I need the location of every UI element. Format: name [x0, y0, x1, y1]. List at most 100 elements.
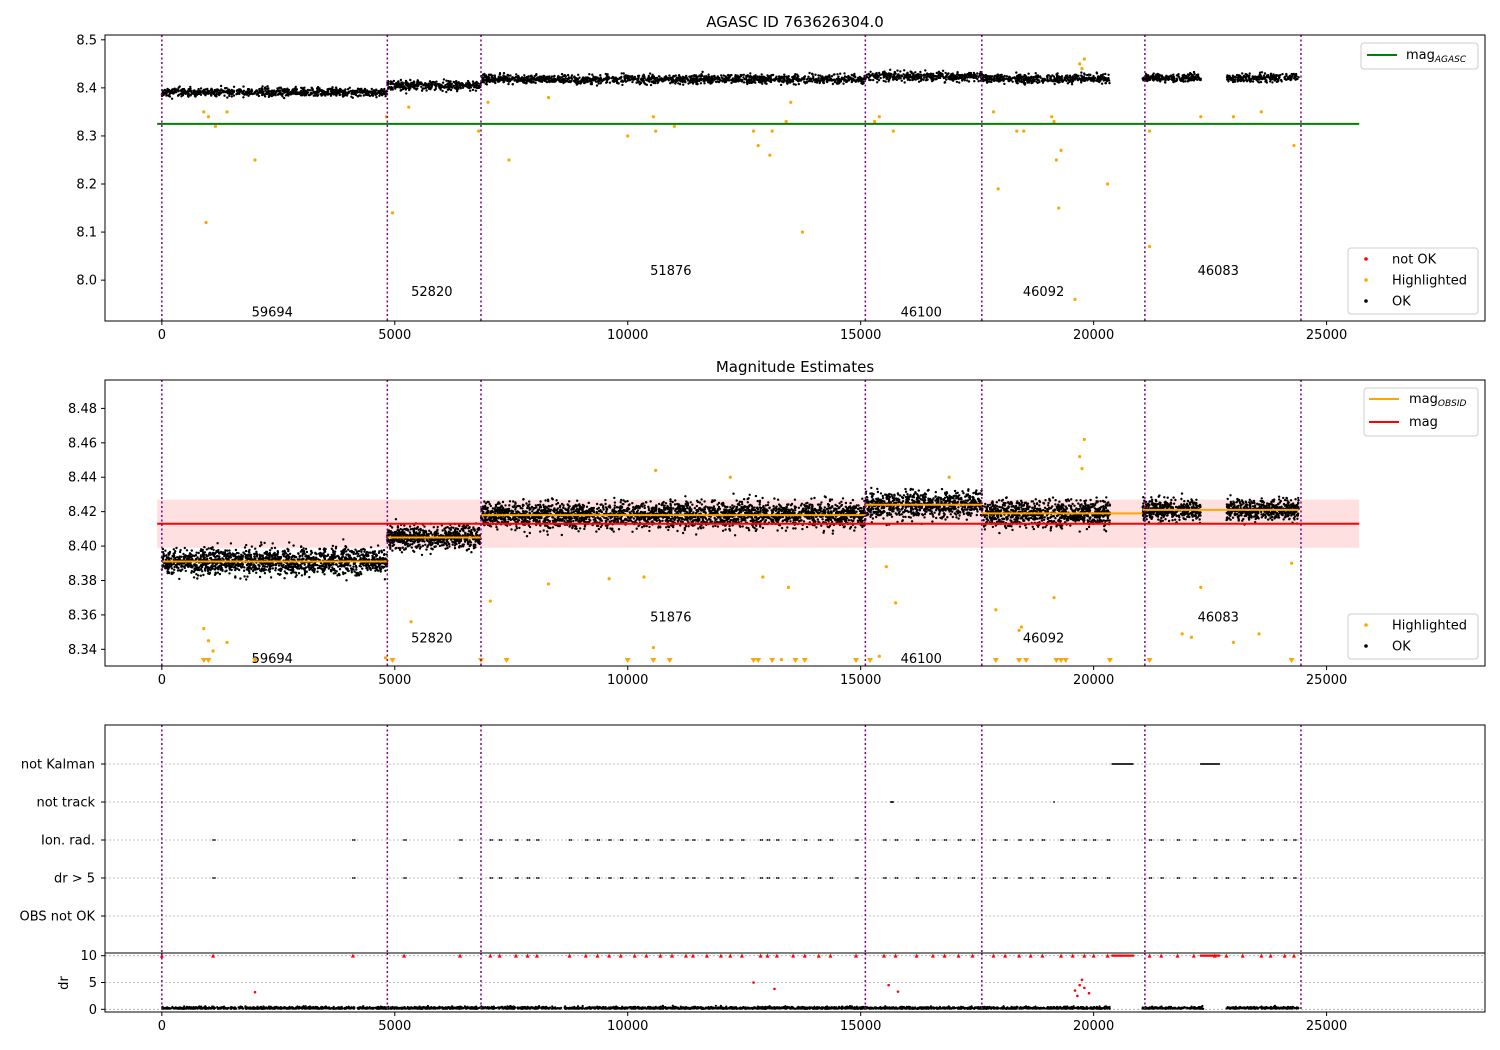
ok-point	[523, 74, 526, 77]
ok-point	[274, 567, 277, 570]
ok-point	[631, 80, 634, 84]
ok-point	[384, 95, 387, 98]
obsid-label: 51876	[650, 264, 691, 279]
ok-point	[322, 90, 325, 94]
ok-point	[1073, 73, 1076, 77]
ok-point	[189, 87, 192, 91]
ok-point	[1274, 74, 1278, 77]
ok-point	[1103, 78, 1106, 81]
ok-point	[246, 575, 249, 578]
ok-point	[552, 79, 555, 82]
ok-point	[678, 83, 682, 86]
ok-point	[902, 73, 905, 76]
ok-point	[1021, 80, 1024, 83]
ok-point	[646, 77, 650, 80]
ok-point	[635, 81, 638, 84]
ok-point	[170, 91, 173, 95]
highlighted-point	[891, 129, 895, 133]
ok-point	[178, 85, 181, 88]
highlighted-point	[507, 158, 511, 162]
ok-point	[1099, 74, 1103, 77]
ok-point	[182, 87, 186, 91]
ok-point	[340, 550, 343, 553]
ok-point	[700, 74, 704, 77]
ok-point	[1070, 83, 1074, 86]
ok-point	[302, 547, 305, 550]
ok-point	[174, 550, 177, 553]
ok-point	[465, 82, 468, 85]
ok-point	[464, 84, 467, 88]
ok-point	[924, 69, 927, 72]
ok-point	[266, 565, 269, 568]
ok-point	[498, 73, 502, 76]
highlighted-point	[651, 115, 655, 119]
obsid-label: 52820	[411, 285, 452, 300]
ok-point	[963, 79, 966, 82]
ok-point	[832, 78, 835, 82]
highlighted-point	[1147, 129, 1152, 133]
ok-point	[721, 80, 724, 83]
ok-point	[564, 77, 567, 80]
ok-point	[1271, 78, 1274, 81]
ok-point	[269, 576, 273, 579]
ok-point	[1259, 80, 1263, 84]
ok-point	[1269, 72, 1273, 76]
ok-point	[1172, 73, 1175, 76]
ok-point	[1146, 74, 1149, 77]
ok-point	[1083, 72, 1086, 75]
ok-point	[809, 78, 813, 81]
ok-point	[835, 82, 839, 85]
ok-point	[605, 81, 608, 84]
ok-point	[1156, 72, 1160, 76]
ok-point	[1069, 78, 1072, 81]
ok-point	[1146, 78, 1149, 81]
p1-xtick-label: 15000	[840, 328, 881, 343]
ok-point	[479, 82, 482, 85]
highlighted-point	[784, 119, 788, 124]
ok-point	[762, 79, 765, 83]
ok-point	[853, 75, 856, 78]
ok-point	[276, 552, 279, 556]
ok-point	[1229, 76, 1232, 80]
ok-point	[304, 89, 308, 93]
ok-point	[560, 78, 563, 82]
ok-point	[346, 88, 350, 91]
ok-point	[184, 564, 187, 567]
ok-point	[167, 556, 170, 559]
ok-point	[218, 572, 222, 576]
ok-point	[468, 84, 471, 87]
ok-point	[582, 76, 585, 79]
ok-point	[383, 87, 386, 91]
ok-point	[917, 80, 921, 83]
ok-point	[431, 80, 435, 84]
ok-point	[536, 78, 540, 82]
ok-point	[333, 550, 337, 553]
ok-point	[187, 89, 190, 93]
ok-point	[242, 569, 246, 572]
highlighted-point	[800, 230, 805, 234]
ok-point	[640, 78, 643, 81]
ok-point	[1086, 73, 1089, 77]
ok-point	[331, 549, 335, 552]
ok-point	[445, 90, 448, 94]
ok-point	[1000, 73, 1003, 77]
ok-point	[336, 554, 340, 558]
ok-point	[323, 547, 326, 550]
ok-point	[210, 547, 213, 551]
ok-point	[711, 75, 714, 79]
ok-point	[256, 93, 259, 96]
ok-point	[707, 73, 710, 76]
ok-point	[1296, 77, 1299, 81]
ok-point	[374, 93, 377, 97]
ok-point	[196, 574, 200, 577]
ok-point	[300, 548, 304, 552]
ok-point	[616, 77, 619, 81]
ok-point	[166, 567, 169, 570]
ok-point	[290, 565, 293, 569]
ok-point	[1172, 76, 1176, 79]
ok-point	[955, 80, 959, 84]
ok-point	[234, 548, 238, 552]
ok-point	[350, 95, 353, 98]
ok-point	[1058, 80, 1061, 84]
ok-point	[300, 574, 304, 577]
